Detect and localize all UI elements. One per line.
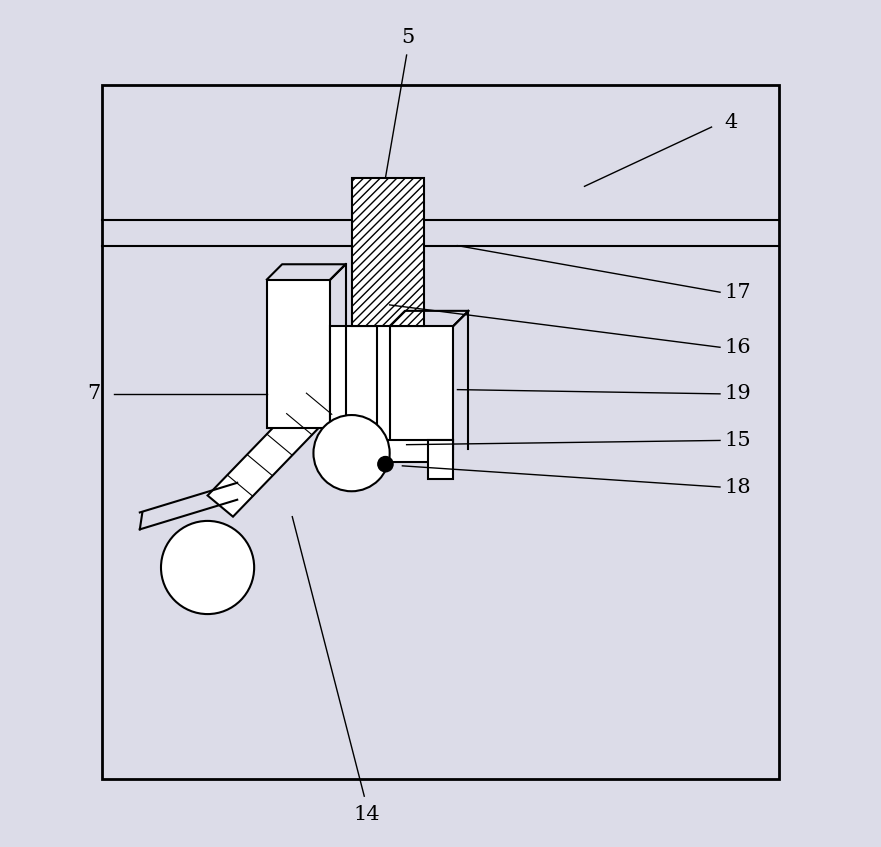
Text: 14: 14 <box>353 805 380 823</box>
Bar <box>267 280 330 428</box>
Bar <box>352 178 424 326</box>
Text: 7: 7 <box>86 385 100 403</box>
Bar <box>428 440 453 479</box>
Text: 16: 16 <box>724 338 751 357</box>
Polygon shape <box>208 373 352 517</box>
Text: 15: 15 <box>724 431 751 450</box>
Text: 4: 4 <box>724 113 737 132</box>
Text: 19: 19 <box>724 385 751 403</box>
Bar <box>366 318 393 449</box>
Bar <box>330 326 377 449</box>
Text: 5: 5 <box>402 28 415 47</box>
Circle shape <box>314 415 389 491</box>
Bar <box>101 85 780 779</box>
Circle shape <box>378 457 393 472</box>
Text: 18: 18 <box>724 478 751 496</box>
Bar <box>330 440 453 462</box>
Bar <box>389 326 453 449</box>
Text: 17: 17 <box>724 283 751 302</box>
Circle shape <box>161 521 254 614</box>
